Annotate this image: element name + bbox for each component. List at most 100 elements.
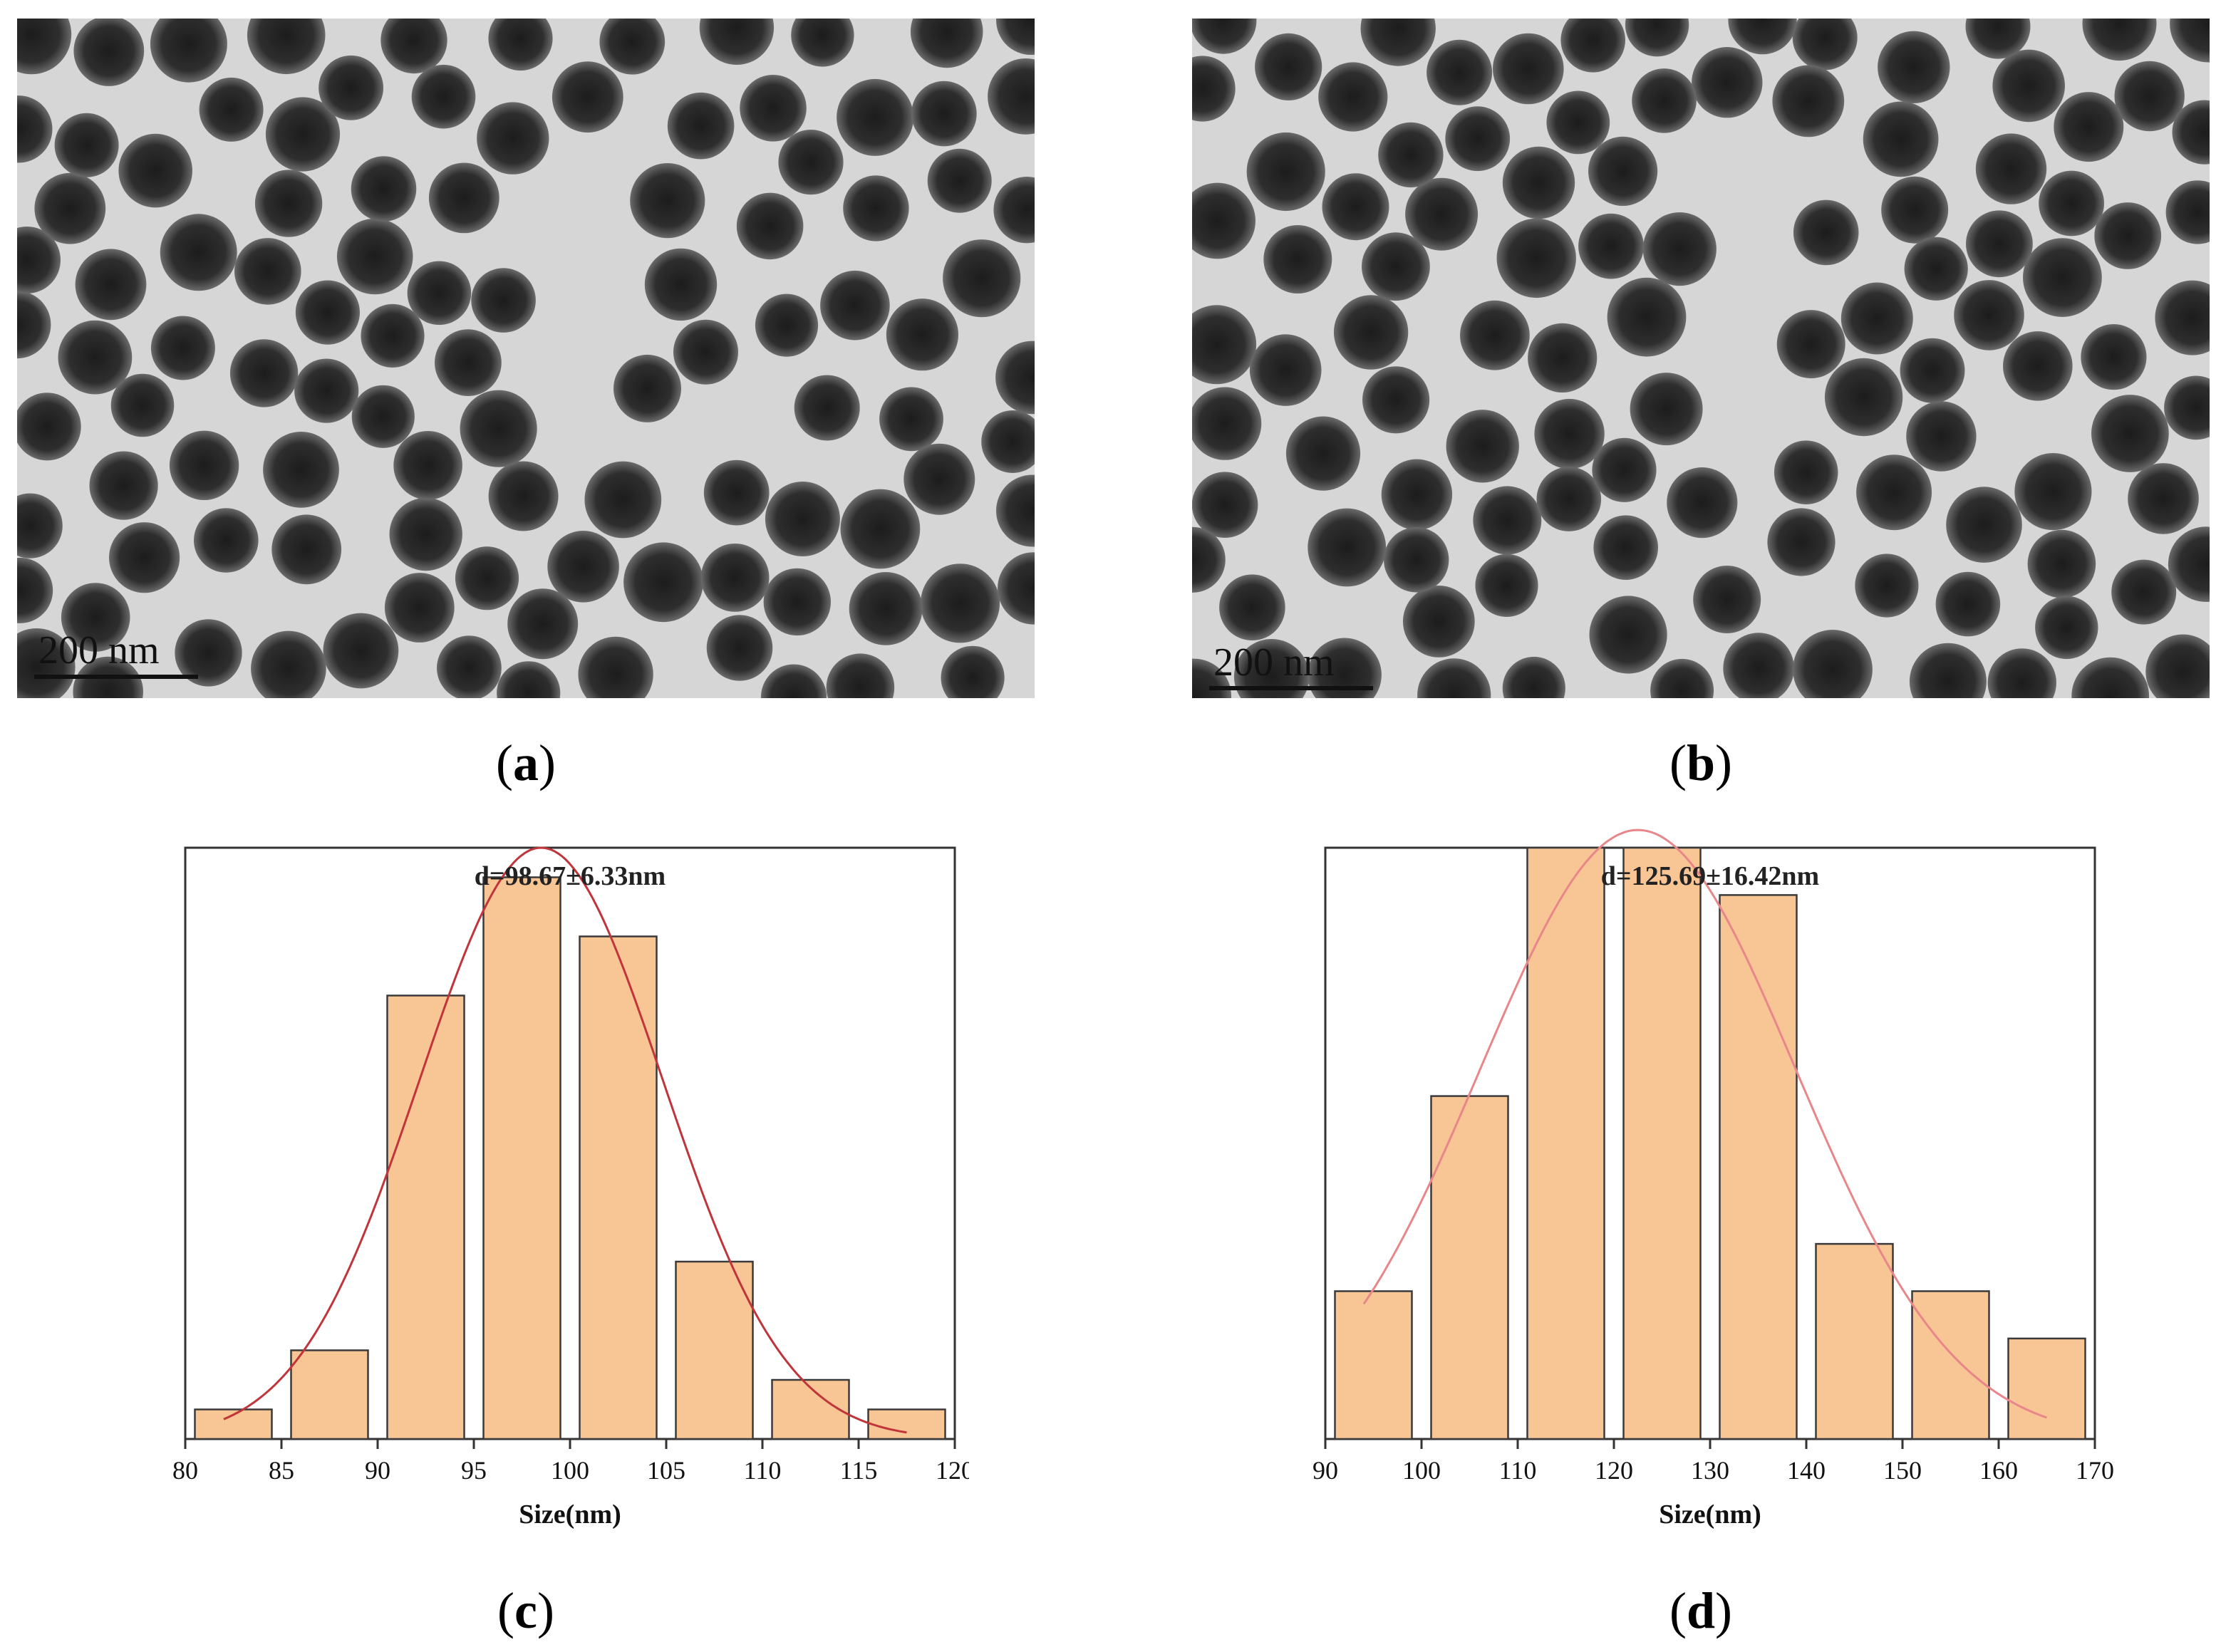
nanoparticle [1772,66,1844,137]
x-tick-label: 160 [1979,1456,2018,1485]
nanoparticle [2039,171,2104,237]
nanoparticle [1493,33,1564,105]
nanoparticle [437,635,502,698]
histogram-bar [1624,848,1701,1439]
histogram-bar [2009,1339,2086,1439]
nanoparticle [2003,331,2073,401]
nanoparticle [507,588,578,659]
nanoparticle [2054,92,2123,162]
nanoparticle [764,568,831,635]
histogram-bar [676,1262,753,1439]
nanoparticle [1546,90,1610,154]
nanoparticle [1966,210,2033,277]
tem-micrograph-b: 200 nm [1192,19,2210,698]
caption-b: (b) [1594,734,1808,793]
tem-micrograph-a: 200 nm [17,19,1035,698]
nanoparticle [1693,566,1761,633]
nanoparticle [849,572,923,645]
nanoparticle [613,355,681,422]
nanoparticle [1528,323,1597,393]
nanoparticle [1255,33,1322,100]
nanoparticle [1878,31,1950,103]
nanoparticle [230,339,298,407]
nanoparticle [1954,280,2024,350]
nanoparticle [886,298,958,370]
nanoparticle [408,261,472,326]
nanoparticle [1403,586,1475,658]
x-axis-label: Size(nm) [519,1500,621,1529]
nanoparticle [489,462,559,531]
nanoparticle [1503,147,1575,219]
nanoparticle [1250,334,1322,406]
nanoparticle [837,79,913,156]
nanoparticle [1446,410,1519,482]
x-tick-label: 130 [1691,1456,1729,1485]
nanoparticle [740,75,807,142]
nanoparticle [1473,486,1541,554]
nanoparticle [429,163,499,234]
x-tick-label: 80 [172,1456,198,1485]
nanoparticle [2035,596,2098,659]
nanoparticle [263,432,339,508]
nanoparticle [584,462,661,539]
histogram-c: 80 85 90 95 100 105 110 115 120 d=98.67±6.33nm Siz… [114,819,969,1560]
nanoparticle [1497,219,1576,298]
histogram-bar [1431,1096,1508,1439]
nanoparticle [1632,68,1697,133]
caption-letter-b: b [1687,734,1715,791]
nanoparticle [385,573,455,643]
nanoparticle [778,130,843,194]
nanoparticle [928,149,992,213]
nanoparticle [1774,440,1838,504]
histogram-bar [1335,1292,1412,1440]
nanoparticle [879,387,943,451]
nanoparticle [1643,212,1717,286]
x-tick-label: 100 [1402,1456,1441,1485]
nanoparticle [455,546,519,610]
nanoparticle [820,271,890,341]
nanoparticle [2028,530,2096,598]
nanoparticle [151,316,215,380]
nanoparticle [323,613,399,689]
x-tick-label: 95 [461,1456,487,1485]
nanoparticle [460,390,537,467]
nanoparticle [160,214,237,291]
nanoparticle [255,170,322,237]
nanoparticle [118,134,192,208]
caption-d: (d) [1594,1581,1808,1641]
nanoparticle [73,19,144,86]
gaussian-fit-curve [224,848,907,1433]
nanoparticle [668,93,735,160]
nanoparticle [55,113,119,177]
nanoparticle [943,239,1020,317]
histogram-bar [1912,1292,1989,1440]
nanoparticle [1362,366,1429,433]
nanoparticle [412,65,476,129]
x-tick-label: 110 [744,1456,782,1485]
nanoparticle [1936,572,2001,637]
nanoparticle [1427,40,1492,105]
nanoparticle [2094,202,2161,269]
nanoparticle [351,156,417,222]
nanoparticle [904,444,975,515]
nanoparticle [1607,278,1687,357]
nanoparticle [319,56,383,120]
nanoparticle [1318,62,1387,131]
nanoparticle [2091,395,2169,472]
tem-image-a: 200 nm [17,19,1035,698]
nanoparticle [109,522,180,593]
nanoparticle [1578,214,1644,279]
nanoparticle [1534,399,1604,469]
caption-letter-c: c [514,1582,537,1639]
nanoparticle [1905,237,1968,301]
scale-bar-label-b: 200 nm [1213,640,1335,685]
histogram-c-svg: 80 85 90 95 100 105 110 115 120 d=98.67±6.33nm Siz… [114,819,969,1560]
nanoparticle [393,431,462,500]
nanoparticle [1767,508,1835,576]
nanoparticle [337,219,413,295]
nanoparticle [843,175,908,241]
histogram-bar [1816,1244,1893,1439]
nanoparticle [1946,487,2022,563]
nanoparticle [1976,133,2046,204]
histogram-d: 90 100 110 120 130 140 150 160 170 d=125.69±16.42… [1268,819,2152,1560]
